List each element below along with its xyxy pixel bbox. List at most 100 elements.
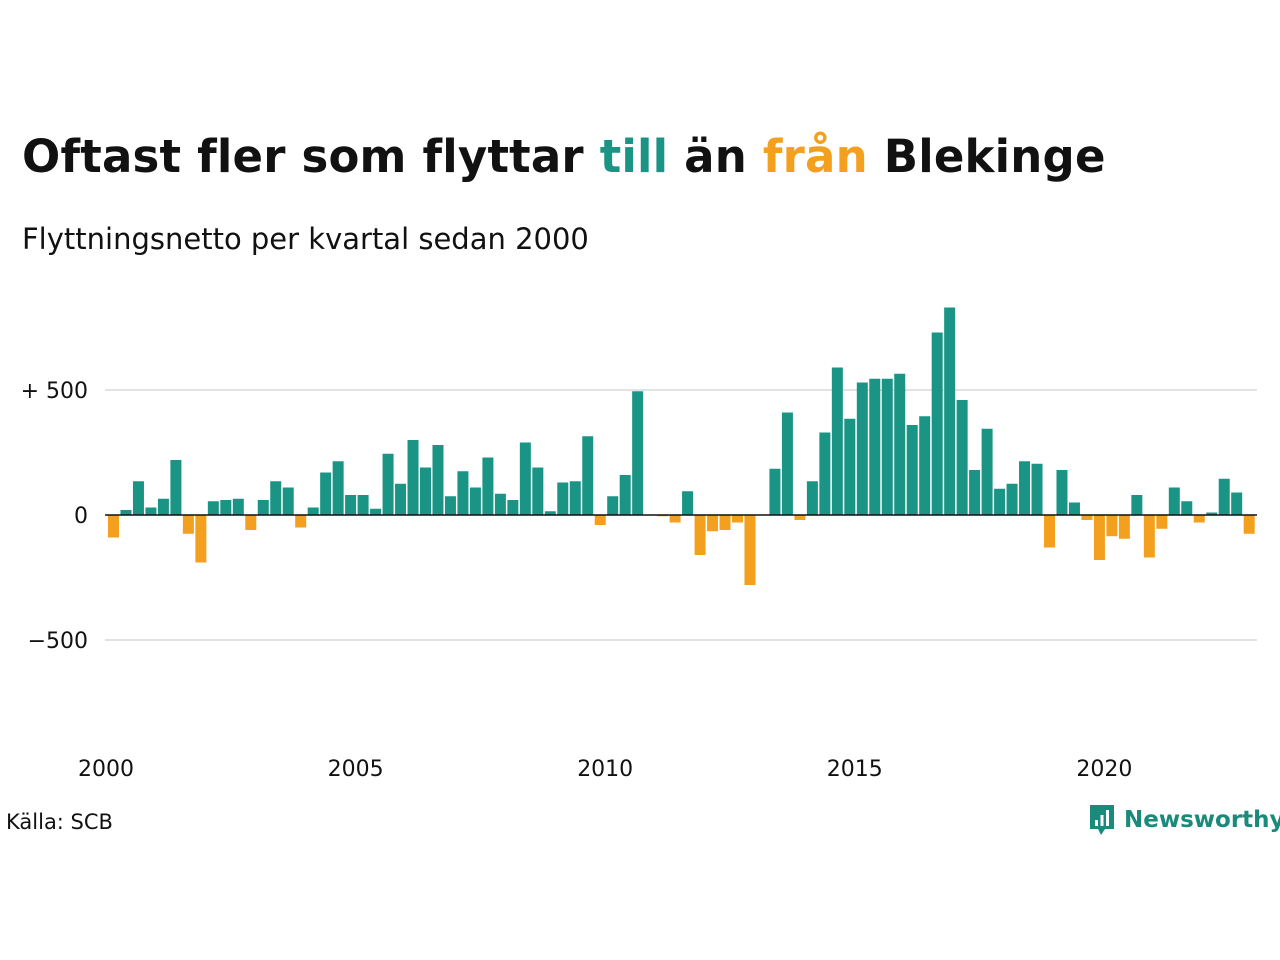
bar [532, 467, 544, 515]
title-part-3: än [668, 130, 763, 183]
bar [869, 378, 881, 515]
bar [931, 332, 943, 515]
bar [582, 436, 594, 515]
bar [1218, 478, 1230, 515]
bar [1081, 515, 1093, 520]
bar [1156, 515, 1168, 529]
bar [182, 515, 194, 534]
bar [307, 507, 319, 515]
bar [981, 428, 993, 515]
y-tick-label: −500 [28, 629, 88, 654]
bar [357, 495, 369, 515]
bar [819, 432, 831, 515]
bar [295, 515, 307, 528]
bar [1181, 501, 1193, 515]
bar [844, 418, 856, 515]
bar [382, 453, 394, 515]
bar [619, 475, 631, 515]
x-tick-label: 2020 [1076, 757, 1132, 782]
bar [395, 483, 407, 515]
bar [694, 515, 706, 555]
newsworthy-logo-icon [1090, 805, 1114, 835]
bar [108, 515, 119, 538]
bar [157, 498, 169, 515]
bar [370, 508, 382, 515]
bar [569, 481, 581, 515]
bar [1106, 515, 1118, 537]
bar [519, 442, 531, 515]
bar [781, 412, 793, 515]
bar [432, 445, 444, 515]
bar [170, 460, 182, 515]
x-tick-label: 2000 [78, 757, 134, 782]
bar [132, 481, 144, 515]
bar [207, 501, 219, 515]
x-tick-label: 2015 [827, 757, 883, 782]
bar [320, 472, 332, 515]
bar [794, 515, 806, 520]
bar [707, 515, 719, 532]
bar [881, 378, 893, 515]
y-tick-label: 0 [74, 504, 88, 529]
bar [1243, 515, 1255, 534]
bar [1056, 470, 1068, 515]
bar [1019, 461, 1031, 515]
bar [1206, 512, 1218, 515]
bar [195, 515, 207, 563]
bar [919, 416, 931, 515]
bar [232, 498, 244, 515]
title-part-1: Oftast fler som flyttar [22, 130, 600, 183]
newsworthy-logo-text: Newsworthy [1124, 807, 1280, 833]
bar [282, 487, 294, 515]
chart-title: Oftast fler som flyttar till än från Ble… [22, 130, 1106, 183]
bar [1231, 492, 1243, 515]
bar [345, 495, 357, 515]
bar [420, 467, 431, 515]
bar [457, 471, 469, 515]
bar [769, 468, 781, 515]
bar [732, 515, 743, 523]
bar [632, 391, 644, 515]
bar [469, 487, 481, 515]
bar [894, 373, 906, 515]
bar [1044, 515, 1055, 548]
x-tick-label: 2005 [328, 757, 384, 782]
bar [220, 500, 232, 515]
bar [994, 488, 1006, 515]
bar [407, 440, 419, 515]
bar [669, 515, 681, 523]
bar [557, 482, 569, 515]
chart-subtitle: Flyttningsnetto per kvartal sedan 2000 [22, 222, 589, 256]
bar [682, 491, 694, 515]
bar [482, 457, 494, 515]
bar [444, 496, 456, 515]
bar [906, 425, 918, 515]
bar [270, 481, 282, 515]
bar [1193, 515, 1205, 523]
bar [1068, 502, 1080, 515]
bar [856, 382, 868, 515]
x-tick-label: 2010 [577, 757, 633, 782]
bar [544, 511, 556, 515]
bar [944, 307, 956, 515]
source-note: Källa: SCB [6, 810, 113, 834]
bar [494, 493, 506, 515]
bar [332, 461, 344, 515]
title-fran-highlight: från [762, 130, 868, 183]
bar [1168, 487, 1180, 515]
bar [719, 515, 731, 530]
bar [969, 470, 981, 515]
newsworthy-logo: Newsworthy [1088, 803, 1280, 837]
bar [1118, 515, 1130, 539]
bar [831, 367, 843, 515]
bar [507, 500, 519, 515]
title-part-5: Blekinge [867, 130, 1106, 183]
bar [245, 515, 257, 530]
bar [806, 481, 818, 515]
bar [607, 496, 619, 515]
bar [145, 507, 157, 515]
bar [1143, 515, 1155, 558]
y-tick-label: + 500 [21, 379, 88, 404]
bar [1131, 495, 1143, 515]
